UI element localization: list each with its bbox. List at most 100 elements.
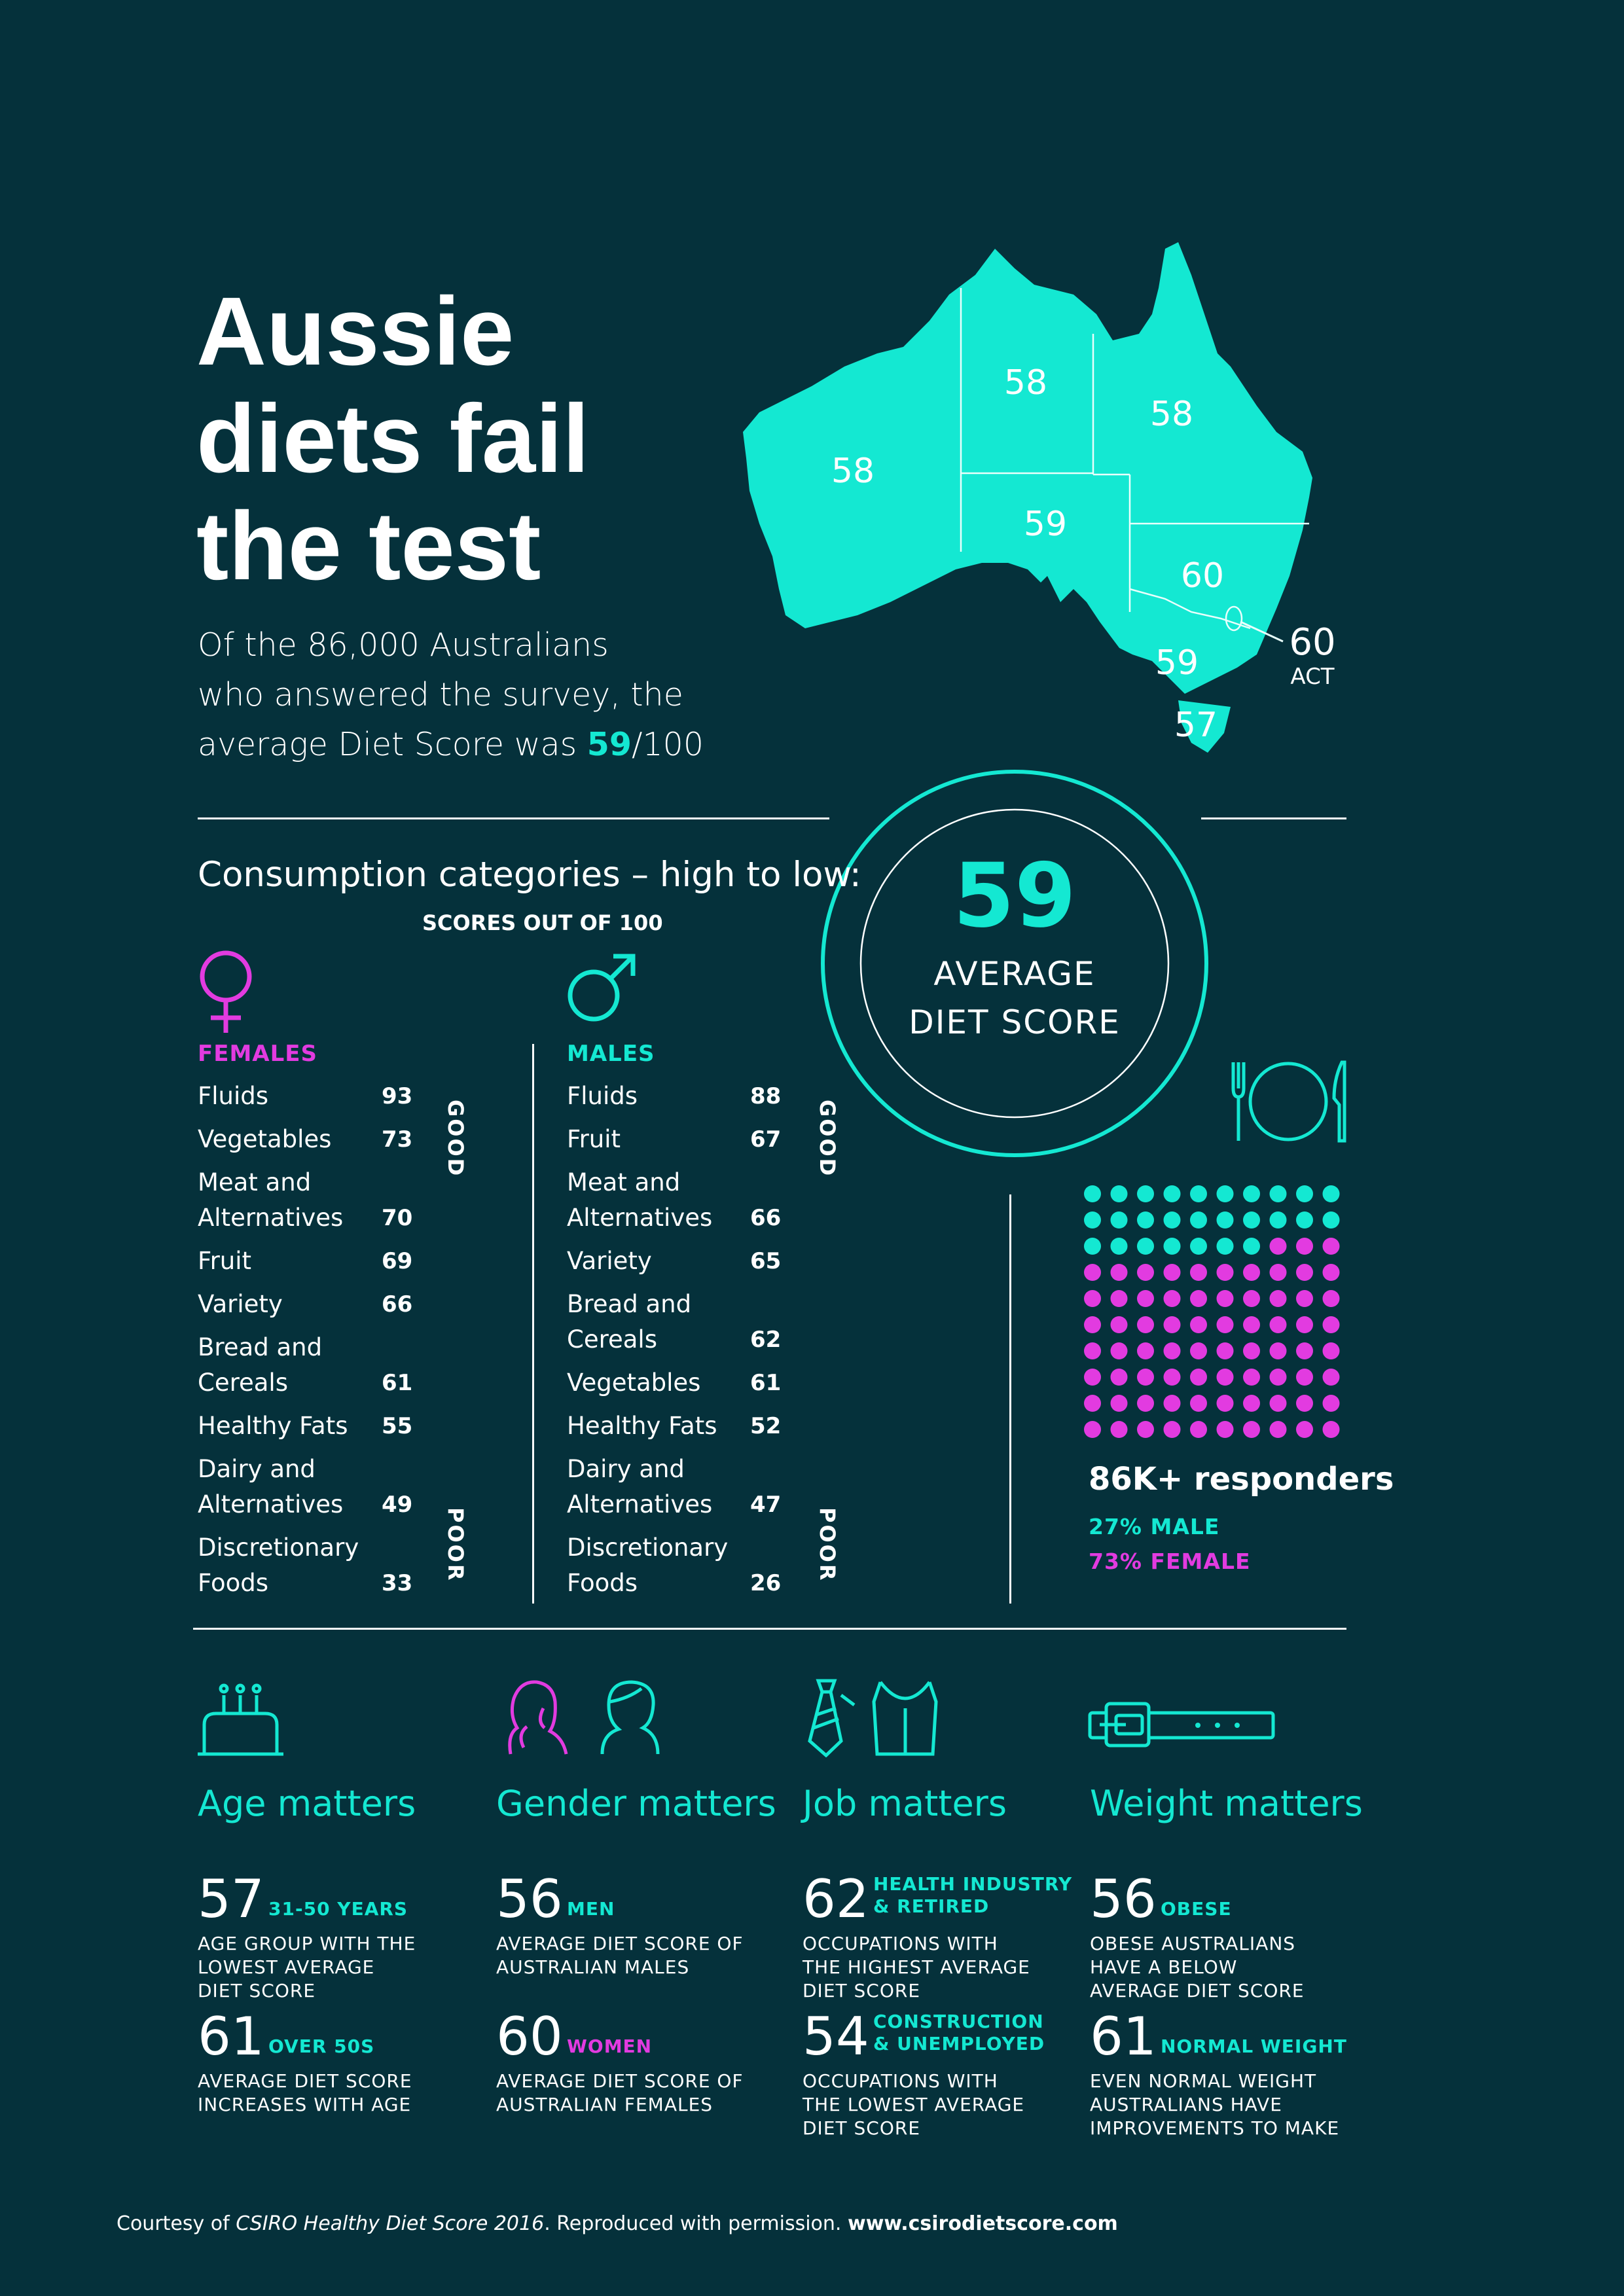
category-score: 67 <box>750 1126 782 1153</box>
responders-male: 27% MALE <box>1089 1514 1220 1539</box>
males-label: MALES <box>567 1041 655 1067</box>
female-responder-dot <box>1243 1421 1260 1438</box>
section-title: Weight matters <box>1090 1783 1363 1824</box>
female-responder-dot <box>1269 1369 1287 1386</box>
average-label-line: DIET SCORE <box>909 1003 1121 1041</box>
stat-number: 54 <box>803 2006 869 2067</box>
footer-url[interactable]: www.csirodietscore.com <box>847 2212 1118 2235</box>
female-responder-dot <box>1243 1264 1260 1281</box>
plate-and-cutlery-icon <box>1231 1060 1346 1143</box>
female-good-label: GOOD <box>443 1100 468 1178</box>
category-label: Bread and <box>198 1333 323 1361</box>
average-score-inline: 59 <box>586 726 632 763</box>
subtitle-line: who answered the survey, the <box>198 676 683 713</box>
category-label: Fruit <box>198 1247 252 1275</box>
female-responder-dot <box>1296 1316 1313 1333</box>
subtitle-line: Of the 86,000 Australians <box>198 626 609 664</box>
male-responder-dot <box>1243 1211 1260 1229</box>
category-score: 73 <box>382 1126 413 1153</box>
male-responder-dot <box>1110 1238 1128 1255</box>
female-responder-dot <box>1296 1238 1313 1255</box>
consumption-title: Consumption categories – high to low: <box>198 855 861 895</box>
map-score-act: 60 <box>1289 621 1335 664</box>
subtitle-text: /100 <box>631 726 704 763</box>
responders-female: 73% FEMALE <box>1089 1549 1251 1574</box>
female-responder-dot <box>1322 1421 1340 1438</box>
stat-description-line: INCREASES WITH AGE <box>198 2094 412 2115</box>
category-label: Discretionary <box>198 1534 359 1562</box>
map-score-nsw: 60 <box>1181 556 1224 596</box>
female-responder-dot <box>1110 1290 1128 1307</box>
category-label: Bread and <box>567 1290 692 1318</box>
females-row: Variety 66 <box>198 1287 434 1322</box>
stat-description-line: DIET SCORE <box>803 1980 921 2001</box>
female-responder-dot <box>1296 1421 1313 1438</box>
footer-middle: . Reproduced with permission. <box>544 2212 848 2235</box>
female-responder-dot <box>1190 1264 1207 1281</box>
females-label: FEMALES <box>198 1041 317 1067</box>
male-responder-dot <box>1216 1238 1234 1255</box>
female-responder-dot <box>1084 1369 1101 1386</box>
female-responder-dot <box>1190 1421 1207 1438</box>
category-label: Alternatives <box>198 1204 344 1232</box>
female-responder-dot <box>1216 1342 1234 1359</box>
category-label: Alternatives <box>567 1204 713 1232</box>
category-label: Variety <box>567 1247 652 1275</box>
section-title: Age matters <box>198 1783 416 1824</box>
category-score: 52 <box>750 1413 782 1439</box>
average-label-line: AVERAGE <box>933 955 1096 993</box>
male-responder-dot <box>1269 1211 1287 1229</box>
female-responder-dot <box>1163 1264 1181 1281</box>
divider-right <box>1201 817 1346 819</box>
category-label: Healthy Fats <box>198 1412 348 1440</box>
females-row: Fluids 93 <box>198 1079 434 1114</box>
section-title: Job matters <box>803 1783 1007 1824</box>
female-responder-dot <box>1269 1238 1287 1255</box>
category-score: 70 <box>382 1205 413 1231</box>
male-responder-dot <box>1084 1238 1101 1255</box>
male-responder-dot <box>1137 1238 1154 1255</box>
tasmania-shape <box>1178 700 1231 753</box>
female-responder-dot <box>1243 1369 1260 1386</box>
stat-tag-line: NORMAL WEIGHT <box>1161 2036 1347 2057</box>
stat-number: 61 <box>1090 2006 1157 2067</box>
male-responder-dot <box>1216 1185 1234 1202</box>
australia-map: 58 58 58 59 60 59 57 60 ACT <box>743 242 1336 753</box>
stat-description-line: AUSTRALIAN FEMALES <box>496 2094 713 2115</box>
category-label: Fruit <box>567 1125 621 1153</box>
males-row: Discretionary Foods 26 <box>567 1530 803 1601</box>
stat-description: EVEN NORMAL WEIGHT AUSTRALIANS HAVE IMPROV… <box>1090 2070 1339 2140</box>
category-label: Dairy and <box>567 1455 685 1483</box>
males-row: Meat and Alternatives 66 <box>567 1165 803 1236</box>
stat-description-line: AUSTRALIAN MALES <box>496 1956 690 1978</box>
category-score: 69 <box>382 1248 413 1274</box>
male-responder-dot <box>1163 1185 1181 1202</box>
females-row: Dairy and Alternatives 49 <box>198 1452 434 1522</box>
category-score: 49 <box>382 1492 413 1518</box>
category-label: Vegetables <box>567 1369 701 1397</box>
female-responder-dot <box>1163 1316 1181 1333</box>
subtitle-text: average Diet Score was <box>198 726 587 763</box>
males-row: Fruit 67 <box>567 1122 803 1157</box>
footer-source: CSIRO Healthy Diet Score 2016 <box>236 2212 545 2235</box>
stat-tag-line: HEALTH INDUSTRY <box>873 1873 1073 1895</box>
stat-tag-line: OBESE <box>1161 1898 1232 1920</box>
stat-tag-line: MEN <box>567 1898 615 1920</box>
female-responder-dot <box>1137 1264 1154 1281</box>
female-responder-dot <box>1137 1342 1154 1359</box>
female-responder-dot <box>1296 1290 1313 1307</box>
stat-description: AVERAGE DIET SCORE OF AUSTRALIAN FEMALES <box>496 2070 744 2117</box>
map-score-wa: 58 <box>831 452 875 491</box>
female-responder-dot <box>1163 1369 1181 1386</box>
male-responder-dot <box>1163 1238 1181 1255</box>
birthday-cake-icon <box>198 1683 283 1756</box>
female-responder-dot <box>1110 1342 1128 1359</box>
female-symbol-icon <box>200 950 252 1033</box>
stat-tag: OBESE <box>1161 1898 1232 1920</box>
stat-description-line: AVERAGE DIET SCORE OF <box>496 2070 744 2092</box>
page-title: Aussie diets fail the test <box>196 278 589 600</box>
female-responder-dot <box>1190 1342 1207 1359</box>
female-responder-dot <box>1137 1369 1154 1386</box>
male-good-label: GOOD <box>815 1100 840 1178</box>
female-responder-dot <box>1084 1342 1101 1359</box>
